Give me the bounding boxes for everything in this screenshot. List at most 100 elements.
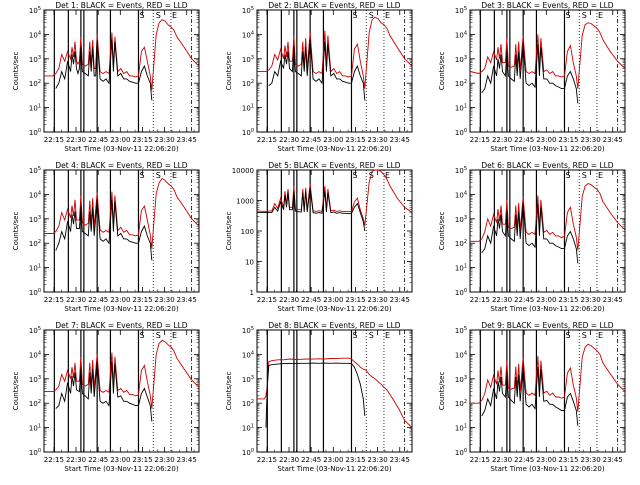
y-tick-label: 1000 — [236, 198, 254, 206]
x-tick-label: 22:30 — [279, 136, 299, 144]
y-tick-label: 104 — [455, 30, 467, 39]
lld-series-line — [44, 19, 200, 91]
time-marker-label: E — [598, 11, 603, 20]
x-tick-label: 23:30 — [581, 136, 601, 144]
time-marker-label: E — [385, 11, 390, 20]
y-tick-label: 100 — [242, 128, 254, 137]
x-tick-label: 22:45 — [88, 456, 108, 464]
x-tick-label: 22:15 — [257, 456, 277, 464]
panel-title: Det 1: BLACK = Events, RED = LLD — [55, 1, 187, 10]
x-tick-label: 22:15 — [44, 456, 64, 464]
events-series-line — [481, 44, 579, 104]
x-tick-label: 22:15 — [257, 136, 277, 144]
x-tick-label: 23:30 — [581, 296, 601, 304]
plot-frame — [256, 329, 413, 453]
x-tick-label: 23:15 — [132, 136, 152, 144]
events-series-line — [55, 39, 153, 101]
x-tick-label: 22:45 — [301, 456, 321, 464]
time-marker-label: S — [156, 11, 161, 20]
y-tick-label: 104 — [29, 190, 41, 199]
time-marker-label: S — [139, 171, 144, 180]
y-tick-label: 105 — [29, 166, 41, 175]
lld-series-line — [44, 339, 200, 409]
y-tick-label: 100 — [455, 448, 467, 457]
x-tick-label: 22:15 — [44, 136, 64, 144]
y-tick-label: 101 — [242, 104, 254, 113]
x-tick-label: 23:45 — [603, 136, 623, 144]
panel-title: Det 3: BLACK = Events, RED = LLD — [481, 1, 613, 10]
time-marker-label: E — [172, 11, 177, 20]
panel-title: Det 5: BLACK = Events, RED = LLD — [268, 161, 400, 170]
plot-frame — [256, 169, 413, 293]
x-tick-label: 22:45 — [301, 136, 321, 144]
x-tick-label: 23:00 — [536, 296, 556, 304]
time-marker-label: S — [139, 11, 144, 20]
y-tick-label: 104 — [455, 190, 467, 199]
y-tick-label: 104 — [242, 350, 254, 359]
x-tick-label: 22:30 — [492, 136, 512, 144]
y-tick-label: 103 — [29, 215, 41, 224]
x-tick-label: 22:30 — [66, 456, 86, 464]
y-tick-label: 1 — [250, 289, 254, 297]
x-tick-label: 23:00 — [110, 456, 130, 464]
y-tick-label: 104 — [242, 30, 254, 39]
time-marker-label: S — [139, 331, 144, 340]
panel-title: Det 6: BLACK = Events, RED = LLD — [481, 161, 613, 170]
x-tick-label: 23:00 — [110, 136, 130, 144]
y-axis-label: Counts/sec — [225, 372, 233, 411]
y-tick-label: 102 — [455, 79, 467, 88]
y-tick-label: 103 — [455, 375, 467, 384]
time-marker-label: S — [352, 331, 357, 340]
y-axis-label: Counts/sec — [438, 212, 446, 251]
y-tick-label: 105 — [455, 166, 467, 175]
x-tick-label: 23:00 — [536, 136, 556, 144]
time-marker-label: E — [172, 331, 177, 340]
x-tick-label: 23:45 — [603, 296, 623, 304]
x-tick-label: 23:45 — [390, 456, 410, 464]
x-tick-label: 23:45 — [390, 136, 410, 144]
y-tick-label: 100 — [29, 128, 41, 137]
events-series-line — [55, 199, 153, 261]
y-tick-label: 100 — [29, 288, 41, 297]
panel-title: Det 7: BLACK = Events, RED = LLD — [55, 321, 187, 330]
y-axis-label: Counts/sec — [438, 52, 446, 91]
y-axis-label: Counts/sec — [225, 212, 233, 251]
lld-series-line — [469, 22, 626, 89]
x-tick-label: 23:00 — [323, 136, 343, 144]
time-marker-label: S — [582, 331, 587, 340]
time-marker-label: S — [565, 11, 570, 20]
events-series-line — [268, 39, 366, 101]
y-tick-label: 103 — [242, 375, 254, 384]
x-tick-label: 22:15 — [470, 296, 490, 304]
time-marker-label: S — [582, 11, 587, 20]
y-axis-label: Counts/sec — [12, 52, 20, 91]
y-tick-label: 10000 — [232, 167, 254, 175]
x-tick-label: 22:45 — [514, 136, 534, 144]
y-tick-label: 102 — [29, 79, 41, 88]
y-axis-label: Counts/sec — [225, 52, 233, 91]
x-tick-label: 22:15 — [470, 456, 490, 464]
y-tick-label: 101 — [29, 264, 41, 273]
x-tick-label: 23:30 — [581, 456, 601, 464]
x-tick-label: 23:15 — [558, 136, 578, 144]
y-tick-label: 101 — [455, 424, 467, 433]
lld-series-line — [470, 343, 626, 412]
y-tick-label: 105 — [242, 326, 254, 335]
x-tick-label: 23:15 — [345, 456, 365, 464]
x-tick-label: 22:30 — [66, 296, 86, 304]
y-tick-label: 101 — [455, 104, 467, 113]
x-tick-label: 23:45 — [177, 296, 197, 304]
y-tick-label: 105 — [29, 326, 41, 335]
time-marker-label: E — [385, 331, 390, 340]
x-tick-label: 22:30 — [279, 456, 299, 464]
plot-frame — [43, 9, 200, 133]
y-axis-label: Counts/sec — [12, 372, 20, 411]
x-tick-label: 23:15 — [132, 456, 152, 464]
panel-title: Det 4: BLACK = Events, RED = LLD — [55, 161, 187, 170]
lld-series-line — [470, 182, 626, 251]
panel-title: Det 2: BLACK = Events, RED = LLD — [268, 1, 400, 10]
